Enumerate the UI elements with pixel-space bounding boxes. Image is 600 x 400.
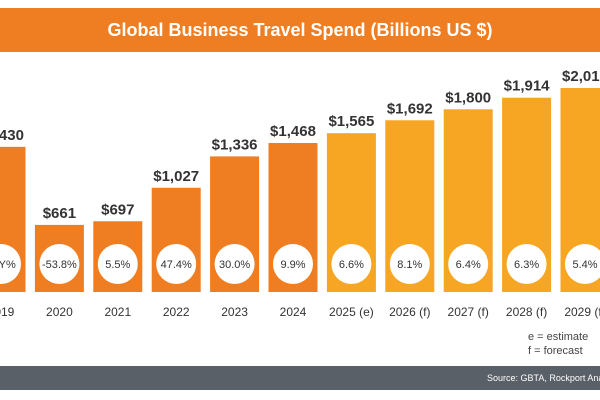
x-tick-label: 2019 — [0, 305, 15, 319]
value-label: $661 — [43, 205, 76, 222]
value-label: $1,800 — [445, 89, 491, 106]
x-tick-label: 2027 (f) — [448, 305, 489, 319]
chart-title: Global Business Travel Spend (Billions U… — [107, 20, 493, 40]
yoy-label: 6.6% — [339, 259, 364, 271]
yoy-circle — [331, 244, 372, 284]
legend-forecast: f = forecast — [528, 345, 583, 357]
yoy-circle — [506, 244, 547, 284]
value-label: $1,430 — [0, 127, 24, 144]
x-tick-label: 2022 — [163, 305, 190, 319]
bar-chart: $1,430 YoY% 2019 $661 -53.8% 2020 $697 5.5% 2021… — [0, 68, 600, 319]
value-label: $1,565 — [328, 113, 374, 130]
yoy-label: 9.9% — [280, 259, 305, 271]
yoy-label: YoY% — [0, 259, 16, 271]
yoy-circle — [97, 244, 138, 284]
legend-estimate: e = estimate — [528, 331, 589, 343]
value-label: $697 — [101, 201, 134, 218]
yoy-circle — [389, 244, 430, 284]
value-label: $1,468 — [270, 123, 316, 140]
yoy-label: 6.4% — [456, 259, 481, 271]
value-label: $2,010 — [562, 68, 600, 85]
yoy-circle — [565, 244, 600, 284]
yoy-circle — [39, 244, 80, 284]
x-tick-label: 2024 — [280, 305, 307, 319]
yoy-label: 47.4% — [161, 259, 192, 271]
value-label: $1,027 — [153, 168, 199, 185]
x-tick-label: 2029 (f) — [564, 305, 600, 319]
yoy-label: 8.1% — [397, 259, 422, 271]
yoy-label: 5.4% — [572, 259, 597, 271]
x-tick-label: 2021 — [104, 305, 131, 319]
value-label: $1,336 — [212, 136, 258, 153]
source-note: Source: GBTA, Rockport Analytics — [487, 373, 600, 383]
x-tick-label: 2020 — [46, 305, 73, 319]
yoy-circle — [214, 244, 255, 284]
yoy-label: -53.8% — [42, 259, 77, 271]
yoy-circle — [273, 244, 313, 284]
value-label: $1,914 — [504, 78, 551, 95]
footer-bar: Source: GBTA, Rockport Analytics — [0, 366, 600, 390]
yoy-circle — [0, 244, 21, 284]
chart-title-bar: Global Business Travel Spend (Billions U… — [0, 8, 600, 52]
yoy-label: 30.0% — [219, 259, 250, 271]
yoy-circle — [156, 244, 197, 284]
x-tick-label: 2026 (f) — [389, 305, 430, 319]
value-label: $1,692 — [387, 100, 433, 117]
yoy-circle — [448, 244, 489, 284]
yoy-label: 6.3% — [514, 259, 539, 271]
x-tick-label: 2023 — [221, 305, 248, 319]
x-tick-label: 2028 (f) — [506, 305, 547, 319]
x-tick-label: 2025 (e) — [329, 305, 374, 319]
yoy-label: 5.5% — [105, 259, 130, 271]
